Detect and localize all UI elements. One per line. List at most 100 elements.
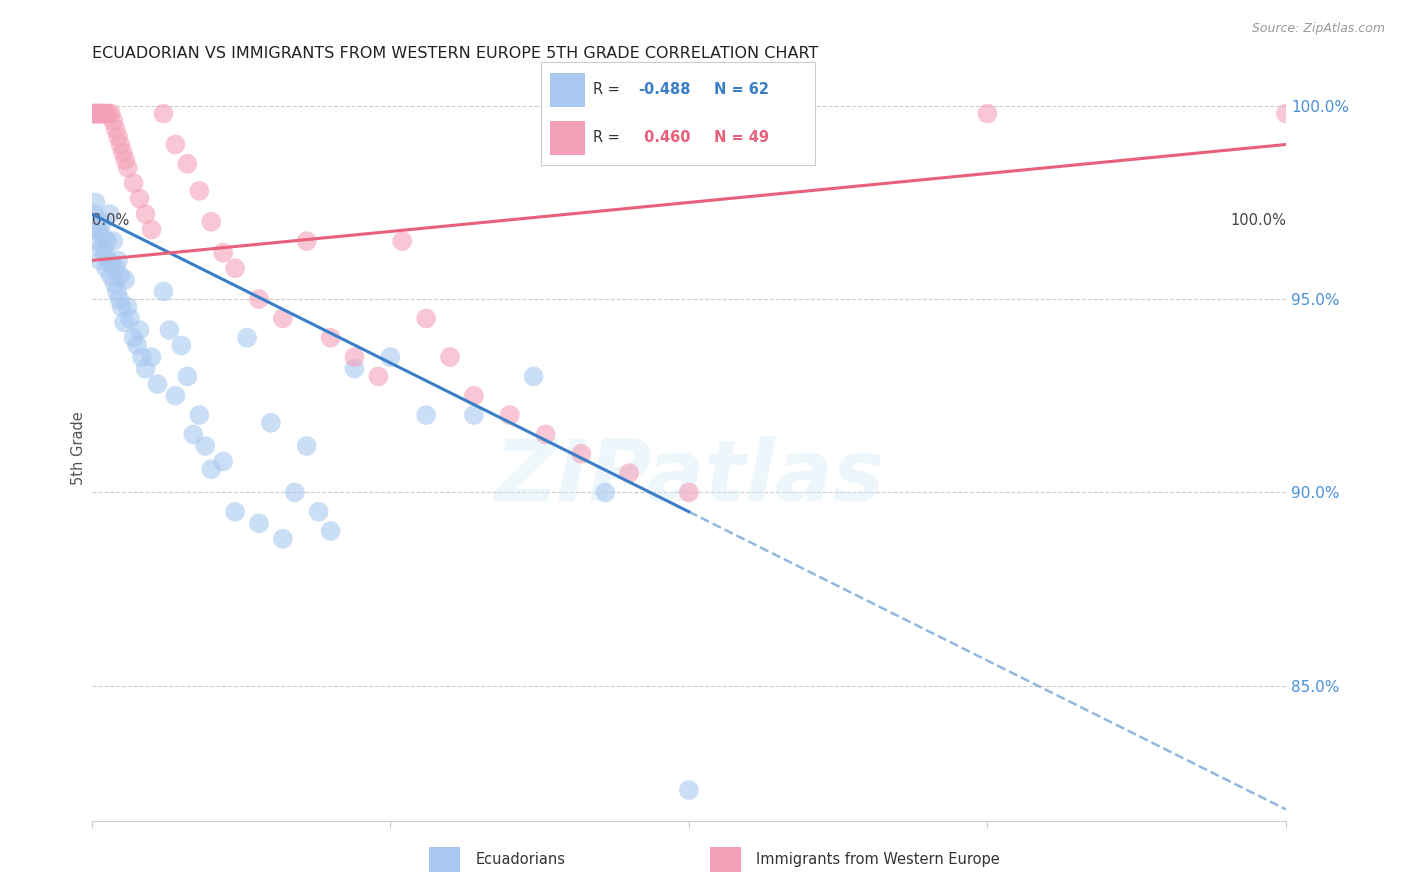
Point	[104, 122, 127, 136]
Point	[100, 106, 122, 120]
Point	[141, 222, 163, 236]
Text: N = 49: N = 49	[714, 130, 769, 145]
Point	[224, 261, 246, 276]
Point	[86, 106, 108, 120]
Point	[181, 427, 204, 442]
Point	[463, 389, 485, 403]
Point	[247, 516, 270, 531]
Point	[141, 350, 163, 364]
Point	[114, 153, 136, 167]
Point	[82, 106, 104, 120]
Point	[131, 350, 153, 364]
Point	[101, 257, 124, 271]
Point	[103, 277, 125, 291]
Point	[343, 350, 366, 364]
Text: Ecuadorians: Ecuadorians	[475, 853, 565, 867]
Point	[84, 106, 107, 120]
Point	[284, 485, 307, 500]
Point	[107, 253, 129, 268]
Point	[152, 106, 174, 120]
Point	[127, 338, 149, 352]
Point	[83, 106, 105, 120]
Point	[122, 331, 145, 345]
Point	[87, 222, 110, 236]
Point	[157, 323, 180, 337]
Point	[118, 311, 141, 326]
Point	[188, 184, 211, 198]
Point	[415, 311, 437, 326]
Point	[463, 408, 485, 422]
Text: 0.460: 0.460	[638, 130, 690, 145]
Point	[135, 207, 157, 221]
Point	[571, 447, 593, 461]
Point	[319, 331, 342, 345]
Point	[93, 230, 115, 244]
Point	[98, 207, 121, 221]
Point	[84, 195, 107, 210]
Point	[94, 245, 117, 260]
Point	[391, 234, 413, 248]
Point	[91, 215, 114, 229]
Point	[110, 268, 132, 283]
Point	[110, 137, 132, 152]
Point	[678, 485, 700, 500]
Point	[499, 408, 522, 422]
Point	[103, 234, 125, 248]
Point	[87, 234, 110, 248]
Point	[117, 300, 139, 314]
Point	[367, 369, 389, 384]
Point	[94, 106, 117, 120]
Point	[247, 292, 270, 306]
Text: ZIPatlas: ZIPatlas	[494, 436, 884, 519]
Point	[595, 485, 617, 500]
Point	[90, 242, 112, 256]
Point	[260, 416, 283, 430]
Point	[415, 408, 437, 422]
Point	[83, 207, 105, 221]
Point	[200, 215, 222, 229]
Point	[128, 323, 150, 337]
Point	[122, 176, 145, 190]
Point	[188, 408, 211, 422]
Point	[152, 285, 174, 299]
Point	[94, 106, 117, 120]
Point	[319, 524, 342, 538]
Point	[534, 427, 557, 442]
Text: -0.488: -0.488	[638, 82, 692, 97]
Point	[295, 234, 318, 248]
Point	[194, 439, 217, 453]
Point	[271, 311, 294, 326]
Point	[93, 106, 115, 120]
Point	[89, 253, 111, 268]
Point	[82, 222, 104, 236]
Text: R =: R =	[593, 82, 624, 97]
Point	[89, 106, 111, 120]
Point	[128, 192, 150, 206]
Y-axis label: 5th Grade: 5th Grade	[72, 411, 86, 485]
Point	[439, 350, 461, 364]
Point	[108, 292, 131, 306]
Text: N = 62: N = 62	[714, 82, 769, 97]
Point	[523, 369, 546, 384]
Text: Immigrants from Western Europe: Immigrants from Western Europe	[756, 853, 1000, 867]
Point	[90, 106, 112, 120]
Point	[104, 261, 127, 276]
Point	[1275, 106, 1298, 120]
Point	[105, 285, 128, 299]
Point	[165, 137, 187, 152]
Point	[97, 253, 120, 268]
Point	[91, 106, 114, 120]
Point	[271, 532, 294, 546]
Point	[146, 377, 169, 392]
Text: Source: ZipAtlas.com: Source: ZipAtlas.com	[1251, 22, 1385, 36]
Point	[97, 106, 120, 120]
Point	[678, 783, 700, 797]
Text: R =: R =	[593, 130, 624, 145]
Point	[112, 315, 135, 329]
Point	[135, 361, 157, 376]
Point	[111, 145, 134, 160]
Bar	[550, 121, 585, 155]
Point	[86, 215, 108, 229]
Point	[87, 106, 110, 120]
Point	[308, 505, 330, 519]
